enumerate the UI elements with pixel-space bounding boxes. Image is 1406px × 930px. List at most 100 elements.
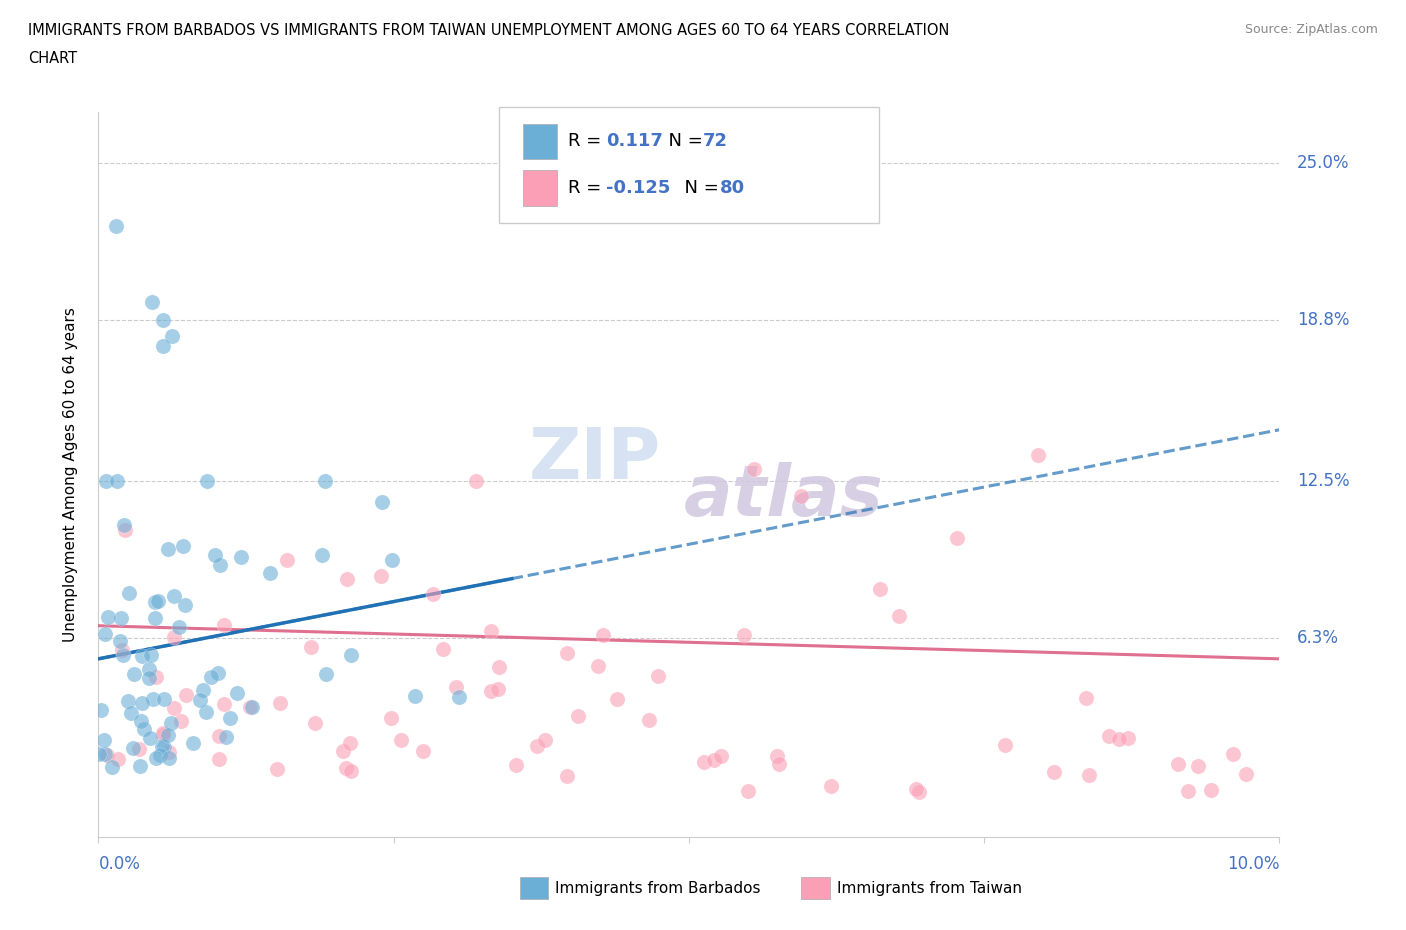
Point xyxy=(225,685,247,700)
Point xyxy=(105,219,128,233)
Point xyxy=(162,589,184,604)
Point xyxy=(122,741,145,756)
Point xyxy=(526,738,548,753)
Point xyxy=(162,630,184,644)
Text: 0.0%: 0.0% xyxy=(98,855,141,873)
Text: ZIP: ZIP xyxy=(529,425,661,494)
Point xyxy=(167,619,190,634)
Point xyxy=(139,647,162,662)
Point xyxy=(446,680,468,695)
Point xyxy=(163,700,186,715)
Point xyxy=(94,473,117,488)
Point xyxy=(412,743,434,758)
Point xyxy=(555,769,578,784)
Point xyxy=(152,339,174,353)
Point xyxy=(904,781,927,796)
Point xyxy=(481,684,503,699)
Point xyxy=(143,594,166,609)
Point xyxy=(215,730,238,745)
Point xyxy=(207,666,229,681)
Point xyxy=(693,755,716,770)
Point xyxy=(172,538,194,553)
Point xyxy=(820,778,842,793)
Point xyxy=(380,711,402,725)
Point xyxy=(1074,691,1097,706)
Point xyxy=(131,649,153,664)
Point xyxy=(479,624,502,639)
Point xyxy=(208,752,231,767)
Point xyxy=(153,691,176,706)
Point xyxy=(120,706,142,721)
Point xyxy=(108,633,131,648)
Point xyxy=(174,687,197,702)
Point xyxy=(488,660,510,675)
Point xyxy=(231,550,253,565)
Point xyxy=(299,640,322,655)
Text: 25.0%: 25.0% xyxy=(1298,153,1350,171)
Point xyxy=(766,749,789,764)
Point xyxy=(188,693,211,708)
Point xyxy=(111,643,134,658)
Text: -0.125: -0.125 xyxy=(606,179,671,197)
Point xyxy=(87,747,110,762)
Point xyxy=(132,722,155,737)
Point xyxy=(152,727,174,742)
Point xyxy=(259,565,281,580)
Point xyxy=(157,541,180,556)
Point xyxy=(160,328,183,343)
Point xyxy=(157,751,180,765)
Point xyxy=(114,523,136,538)
Point xyxy=(1177,783,1199,798)
Point xyxy=(107,751,129,766)
Point xyxy=(1167,756,1189,771)
Text: R =: R = xyxy=(568,132,607,151)
Point xyxy=(887,608,910,623)
Point xyxy=(1026,447,1049,462)
Point xyxy=(94,627,117,642)
Point xyxy=(141,295,163,310)
Text: 0.117: 0.117 xyxy=(606,132,662,151)
Point xyxy=(112,647,135,662)
Point xyxy=(110,610,132,625)
Point xyxy=(157,728,180,743)
Point xyxy=(276,552,298,567)
Point xyxy=(105,473,128,488)
Point xyxy=(150,738,173,753)
Point xyxy=(191,683,214,698)
Text: 6.3%: 6.3% xyxy=(1298,630,1339,647)
Point xyxy=(152,725,174,740)
Point xyxy=(710,749,733,764)
Text: 18.8%: 18.8% xyxy=(1298,312,1350,329)
Text: R =: R = xyxy=(568,179,607,197)
Point xyxy=(1077,768,1099,783)
Point xyxy=(432,642,454,657)
Point xyxy=(606,691,628,706)
Text: Immigrants from Barbados: Immigrants from Barbados xyxy=(555,881,761,896)
Point xyxy=(311,548,333,563)
Point xyxy=(465,473,488,488)
Point xyxy=(567,709,589,724)
Point xyxy=(447,689,470,704)
Text: Immigrants from Taiwan: Immigrants from Taiwan xyxy=(837,881,1022,896)
Point xyxy=(647,669,669,684)
Point xyxy=(208,557,231,572)
Point xyxy=(157,745,180,760)
Text: N =: N = xyxy=(673,179,725,197)
Point xyxy=(314,473,336,488)
Point xyxy=(152,312,174,327)
Point xyxy=(208,728,231,743)
Point xyxy=(335,761,357,776)
Point xyxy=(122,667,145,682)
Point xyxy=(142,691,165,706)
Point xyxy=(97,609,120,624)
Text: IMMIGRANTS FROM BARBADOS VS IMMIGRANTS FROM TAIWAN UNEMPLOYMENT AMONG AGES 60 TO: IMMIGRANTS FROM BARBADOS VS IMMIGRANTS F… xyxy=(28,23,949,38)
Text: 12.5%: 12.5% xyxy=(1298,472,1350,490)
Point xyxy=(145,670,167,684)
Text: CHART: CHART xyxy=(28,51,77,66)
Point xyxy=(733,628,755,643)
Point xyxy=(160,716,183,731)
Point xyxy=(218,711,240,725)
Point xyxy=(737,784,759,799)
Point xyxy=(194,705,217,720)
Point xyxy=(112,517,135,532)
